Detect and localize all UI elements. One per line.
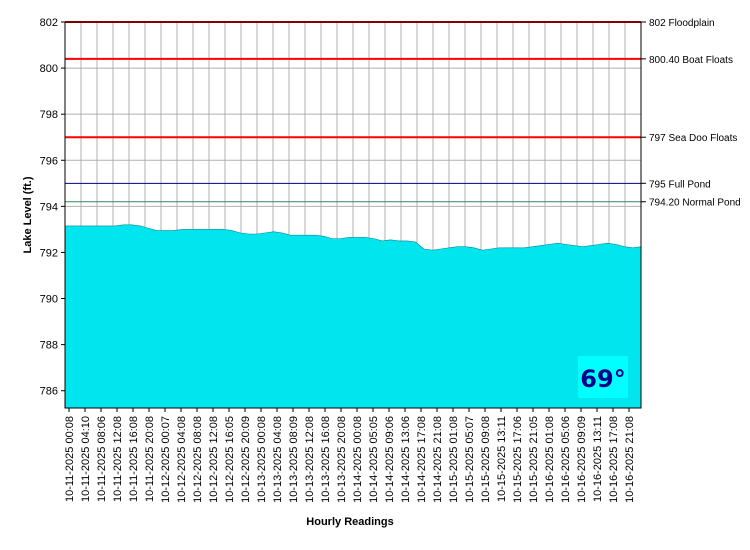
y-tick-label: 790: [40, 294, 58, 306]
y-tick-label: 786: [40, 386, 58, 398]
x-tick-label: 10-14-2025 21:08: [432, 416, 444, 503]
x-tick-label: 10-11-2025 12:08: [112, 416, 124, 502]
x-tick-label: 10-16-2025 21:08: [624, 416, 636, 503]
x-tick-label: 10-11-2025 00:08: [64, 416, 76, 502]
y-axis-ticks: 786 788 790 792 794 796 798 800 802: [40, 17, 65, 398]
temperature-badge-background: [578, 356, 628, 398]
x-tick-label: 10-14-2025 13:06: [400, 416, 412, 503]
y-axis-title: Lake Level (ft.): [22, 176, 34, 253]
x-tick-label: 10-13-2025 20:08: [336, 416, 348, 503]
x-tick-label: 10-13-2025 00:08: [256, 416, 268, 503]
reference-label: 794.20 Normal Pond: [649, 198, 741, 209]
x-tick-label: 10-15-2025 01:08: [448, 416, 460, 503]
reference-label: 802 Floodplain: [649, 18, 715, 29]
y-tick-label: 798: [40, 109, 58, 121]
x-tick-label: 10-15-2025 05:07: [464, 416, 476, 503]
x-tick-label: 10-12-2025 20:09: [240, 416, 252, 503]
x-tick-label: 10-12-2025 12:08: [208, 416, 220, 503]
y-tick-label: 788: [40, 340, 58, 352]
temperature-badge: 69°: [578, 356, 628, 398]
x-tick-label: 10-14-2025 09:06: [384, 416, 396, 503]
y-tick-label: 800: [40, 63, 58, 75]
x-tick-label: 10-13-2025 12:08: [304, 416, 316, 503]
plot-frame: [64, 21, 642, 409]
x-tick-label: 10-16-2025 17:08: [608, 416, 620, 503]
x-tick-label: 10-11-2025 08:06: [96, 416, 108, 502]
x-tick-label: 10-14-2025 00:08: [352, 416, 364, 503]
y-tick-label: 794: [40, 201, 58, 213]
reference-label: 800.40 Boat Floats: [649, 55, 733, 66]
x-tick-label: 10-13-2025 08:09: [288, 416, 300, 503]
x-tick-label: 10-11-2025 16:08: [128, 416, 140, 502]
x-tick-label: 10-16-2025 01:08: [544, 416, 556, 503]
x-tick-label: 10-15-2025 13:11: [496, 416, 508, 502]
x-tick-label: 10-16-2025 05:06: [560, 416, 572, 503]
x-axis-title: Hourly Readings: [306, 516, 393, 528]
x-tick-label: 10-15-2025 09:08: [480, 416, 492, 503]
x-tick-label: 10-13-2025 04:08: [272, 416, 284, 503]
y-tick-label: 796: [40, 155, 58, 167]
x-tick-label: 10-12-2025 00:07: [160, 416, 172, 503]
x-tick-label: 10-12-2025 04:08: [176, 416, 188, 503]
x-tick-label: 10-16-2025 09:09: [576, 416, 588, 503]
lake-level-area: [64, 224, 642, 409]
reference-label: 795 Full Pond: [649, 179, 711, 190]
reference-lines: 802 Floodplain 800.40 Boat Floats 797 Sea …: [65, 18, 741, 209]
x-axis-ticks: 10-11-2025 00:08 10-11-2025 04:10 10-11-20…: [64, 408, 636, 503]
x-tick-label: 10-15-2025 17:06: [512, 416, 524, 503]
x-tick-label: 10-12-2025 08:08: [192, 416, 204, 503]
temperature-value: 69°: [580, 365, 625, 393]
x-tick-label: 10-11-2025 20:08: [144, 416, 156, 502]
reference-label: 797 Sea Doo Floats: [649, 133, 737, 144]
x-tick-label: 10-12-2025 16:05: [224, 416, 236, 503]
x-tick-label: 10-16-2025 13:11: [592, 416, 604, 502]
x-tick-label: 10-11-2025 04:10: [80, 416, 92, 502]
y-tick-label: 792: [40, 247, 58, 259]
y-tick-label: 802: [40, 17, 58, 29]
x-tick-label: 10-14-2025 17:08: [416, 416, 428, 503]
x-tick-label: 10-15-2025 21:05: [528, 416, 540, 503]
x-tick-label: 10-13-2025 16:08: [320, 416, 332, 503]
x-tick-label: 10-14-2025 05:05: [368, 416, 380, 503]
